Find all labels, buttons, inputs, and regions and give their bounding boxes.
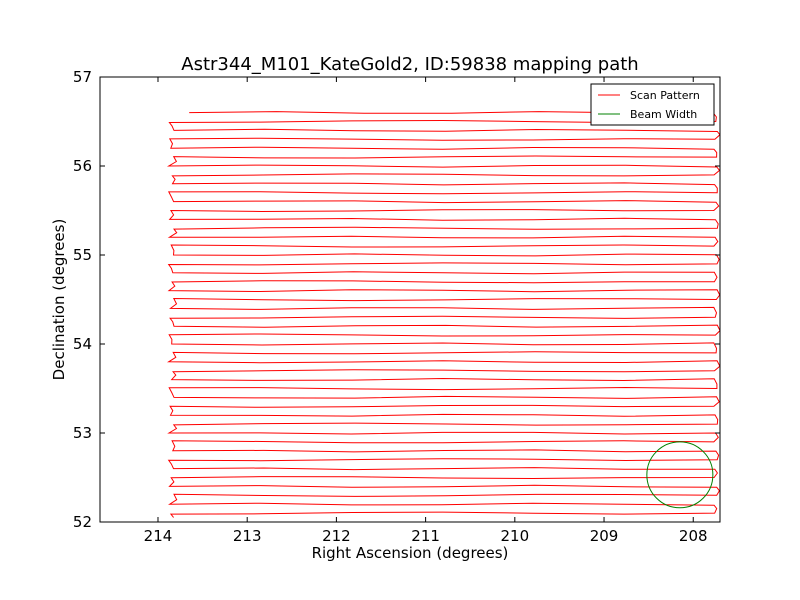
x-tick-label: 210 — [500, 527, 529, 545]
beam-width-circle — [646, 441, 714, 509]
y-tick-label: 54 — [73, 335, 92, 353]
chart-title: Astr344_M101_KateGold2, ID:59838 mapping… — [181, 54, 638, 75]
scan-pattern-line — [166, 111, 721, 518]
x-axis: 214 213 212 211 210 209 208 — [144, 77, 708, 545]
x-tick-label: 212 — [322, 527, 351, 545]
x-tick-label: 211 — [411, 527, 440, 545]
legend-beam-label: Beam Width — [630, 108, 697, 121]
x-tick-label: 214 — [144, 527, 173, 545]
y-tick-label: 53 — [73, 424, 92, 442]
beam-width-layer — [646, 441, 714, 509]
x-tick-label: 209 — [590, 527, 619, 545]
x-axis-label: Right Ascension (degrees) — [312, 544, 509, 562]
y-axis-label: Declination (degrees) — [50, 219, 68, 381]
plot-frame — [99, 76, 721, 523]
legend-scan-label: Scan Pattern — [630, 89, 700, 102]
scan-pattern-layer — [166, 111, 721, 518]
legend-box — [590, 83, 715, 126]
y-tick-label: 57 — [73, 68, 92, 86]
x-tick-label: 213 — [233, 527, 262, 545]
y-axis: 52 53 54 55 56 57 — [73, 68, 720, 531]
plot-area — [100, 77, 720, 522]
y-tick-label: 56 — [73, 157, 92, 175]
y-tick-label: 55 — [73, 246, 92, 264]
plot-background — [100, 77, 720, 522]
legend: Scan Pattern Beam Width — [590, 83, 715, 126]
y-tick-label: 52 — [73, 513, 92, 531]
x-tick-label: 208 — [679, 527, 708, 545]
